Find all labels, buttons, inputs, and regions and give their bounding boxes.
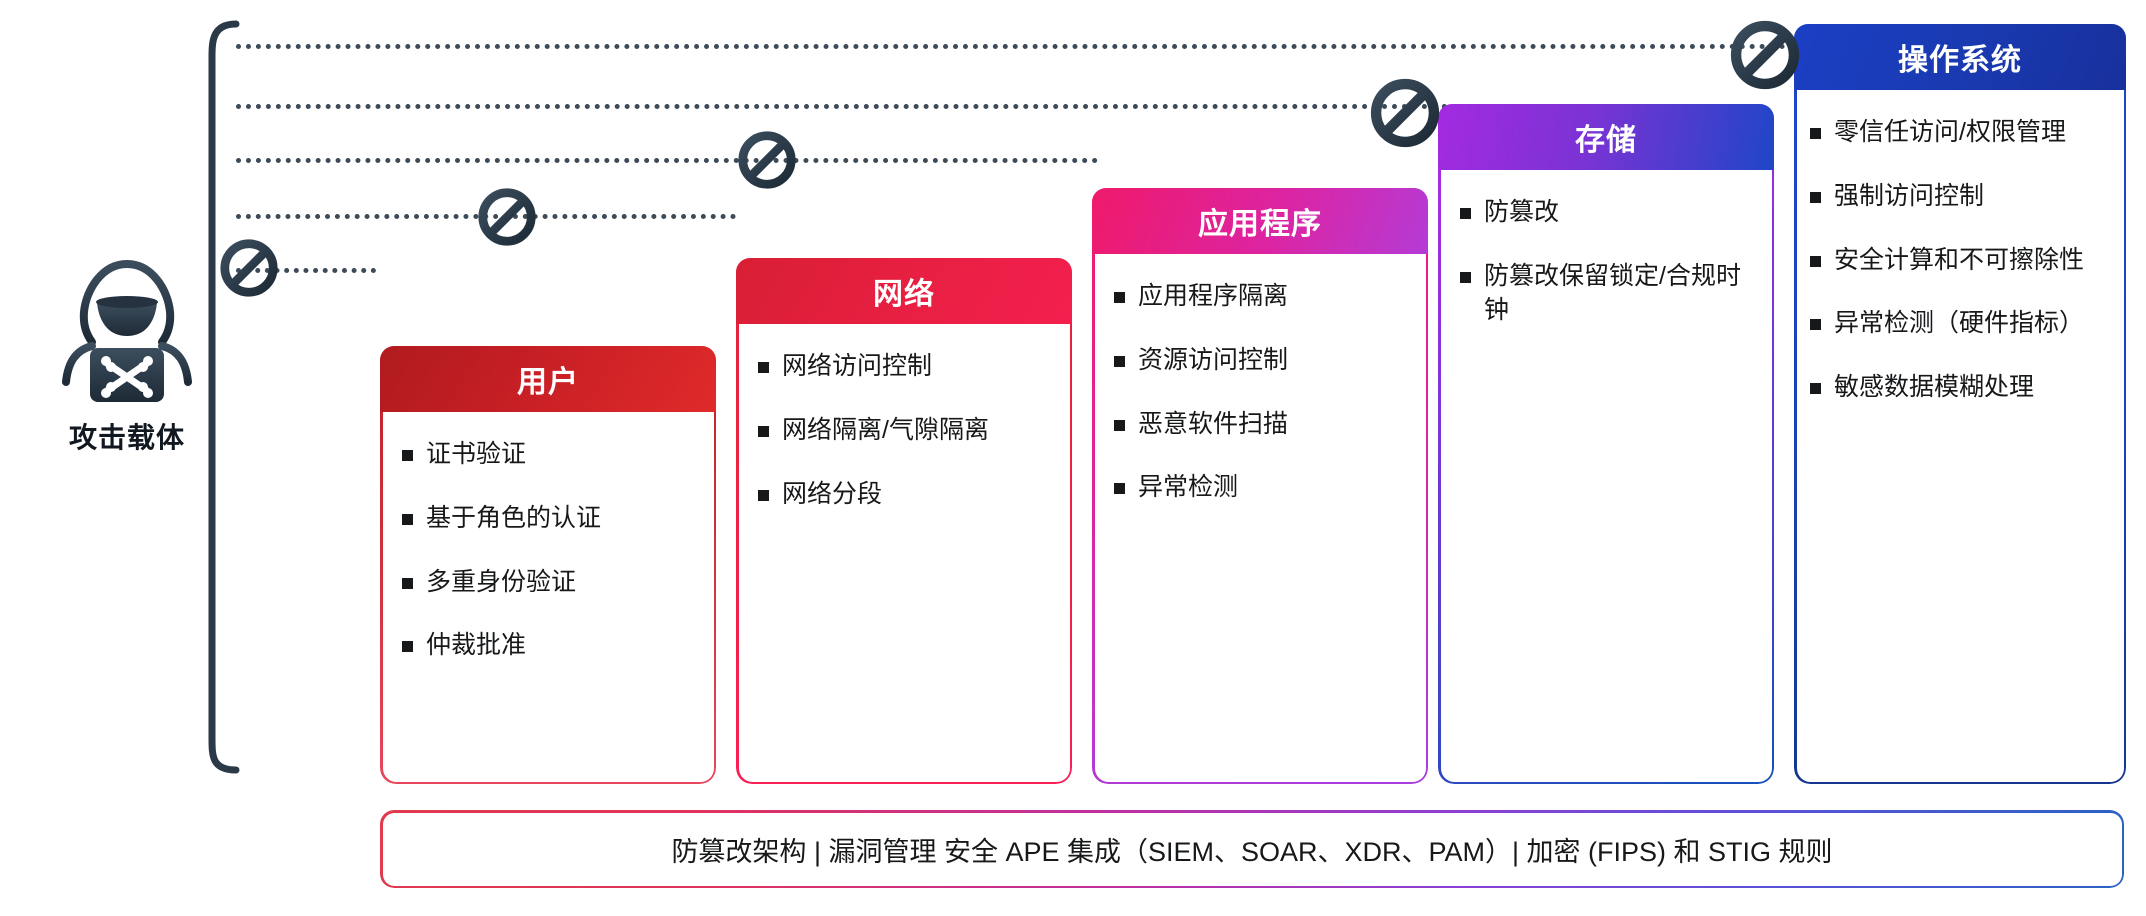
list-item: 恶意软件扫描 — [1114, 408, 1410, 442]
bullet-icon — [1114, 483, 1125, 495]
bullet-icon — [758, 362, 769, 373]
bullet-icon — [402, 450, 413, 461]
foundation-bar[interactable]: 防篡改架构 | 漏洞管理 安全 APE 集成（SIEM、SOAR、XDR、PAM… — [380, 810, 2124, 888]
layer-card-storage[interactable]: 存储 防篡改 防篡改保留锁定/合规时钟 — [1438, 104, 1774, 784]
connector-line-application — [236, 158, 1098, 163]
bullet-icon — [1114, 419, 1125, 431]
hooded-hacker-laptop-icon — [54, 260, 200, 402]
layer-card-os[interactable]: 操作系统 零信任访问/权限管理 强制访问控制 安全计算和不可擦除性 异常检测（硬… — [1794, 24, 2126, 784]
list-item: 网络访问控制 — [758, 350, 1054, 384]
card-body-storage: 防篡改 防篡改保留锁定/合规时钟 — [1438, 170, 1774, 367]
bullet-icon — [1460, 271, 1471, 283]
card-header-os: 操作系统 — [1794, 24, 2126, 90]
list-item: 仲裁批准 — [402, 629, 698, 663]
bullet-icon — [758, 425, 769, 437]
card-title: 网络 — [873, 278, 935, 311]
card-header-network: 网络 — [736, 258, 1072, 324]
bullet-icon — [1810, 191, 1821, 203]
bullet-icon — [1114, 292, 1125, 303]
bullet-icon — [1810, 255, 1821, 267]
card-body-user: 证书验证 基于角色的认证 多重身份验证 仲裁批准 — [380, 412, 716, 703]
layer-card-network[interactable]: 网络 网络访问控制 网络隔离/气隙隔离 网络分段 — [736, 258, 1072, 784]
list-item: 零信任访问/权限管理 — [1810, 116, 2118, 150]
bullet-icon — [1114, 355, 1125, 367]
prohibition-icon-application — [736, 129, 798, 191]
list-item: 网络隔离/气隙隔离 — [758, 414, 1054, 448]
bullet-icon — [402, 577, 413, 589]
bullet-icon — [1810, 383, 1821, 394]
card-header-user: 用户 — [380, 346, 716, 412]
bullet-icon — [402, 641, 413, 653]
list-item: 强制访问控制 — [1810, 180, 2118, 214]
bullet-icon — [1810, 319, 1821, 331]
list-item: 异常检测（硬件指标） — [1810, 307, 2118, 341]
list-item: 证书验证 — [402, 438, 698, 472]
list-item: 防篡改保留锁定/合规时钟 — [1460, 260, 1756, 328]
prohibition-icon-storage — [1368, 76, 1442, 150]
list-item: 异常检测 — [1114, 471, 1410, 505]
prohibition-icon-network — [476, 186, 538, 248]
bullet-icon — [1460, 208, 1471, 219]
layer-card-user[interactable]: 用户 证书验证 基于角色的认证 多重身份验证 仲裁批准 — [380, 346, 716, 784]
bullet-icon — [758, 489, 769, 501]
list-item: 应用程序隔离 — [1114, 280, 1410, 314]
list-item: 资源访问控制 — [1114, 344, 1410, 378]
connector-line-storage — [236, 104, 1458, 109]
card-title: 存储 — [1575, 124, 1637, 157]
bullet-icon — [402, 513, 413, 525]
card-title: 操作系统 — [1898, 44, 2022, 77]
connector-line-os — [236, 44, 1816, 49]
attack-vector-block: 攻击载体 — [22, 250, 232, 456]
list-item: 敏感数据模糊处理 — [1810, 371, 2118, 405]
foundation-bar-label: 防篡改架构 | 漏洞管理 安全 APE 集成（SIEM、SOAR、XDR、PAM… — [671, 836, 1833, 867]
list-item: 网络分段 — [758, 478, 1054, 512]
card-header-application: 应用程序 — [1092, 188, 1428, 254]
prohibition-icon-user — [218, 237, 280, 299]
list-item: 安全计算和不可擦除性 — [1810, 244, 2118, 278]
card-title: 应用程序 — [1198, 208, 1322, 241]
card-body-application: 应用程序隔离 资源访问控制 恶意软件扫描 异常检测 — [1092, 254, 1428, 545]
card-body-os: 零信任访问/权限管理 强制访问控制 安全计算和不可擦除性 异常检测（硬件指标） … — [1794, 90, 2126, 445]
connector-line-user — [236, 268, 376, 273]
attack-vector-label: 攻击载体 — [68, 422, 185, 453]
list-item: 基于角色的认证 — [402, 502, 698, 536]
list-item: 多重身份验证 — [402, 566, 698, 600]
bullet-icon — [1810, 128, 1821, 139]
left-brace — [208, 20, 240, 774]
card-header-storage: 存储 — [1438, 104, 1774, 170]
card-title: 用户 — [517, 366, 579, 399]
prohibition-icon-os — [1728, 18, 1802, 92]
card-body-network: 网络访问控制 网络隔离/气隙隔离 网络分段 — [736, 324, 1072, 551]
layer-card-application[interactable]: 应用程序 应用程序隔离 资源访问控制 恶意软件扫描 异常检测 — [1092, 188, 1428, 784]
list-item: 防篡改 — [1460, 196, 1756, 230]
